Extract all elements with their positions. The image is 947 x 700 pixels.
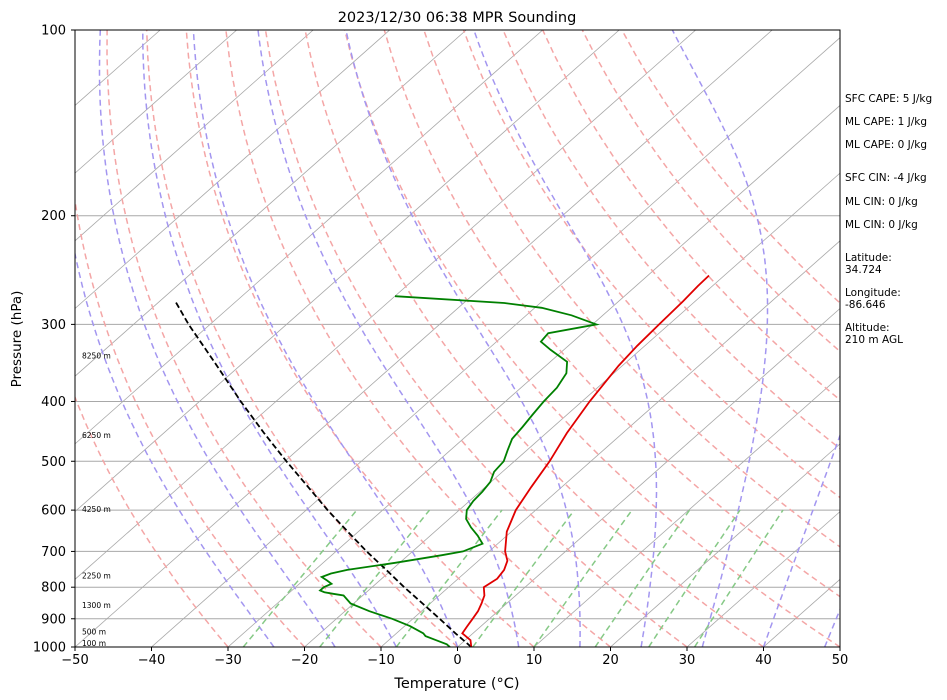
y-tick-label: 900 xyxy=(41,612,66,627)
moist-adiabat xyxy=(762,433,840,647)
ml-cape-text: ML CAPE: 1 J/kg xyxy=(845,116,928,128)
mixing-ratio-line xyxy=(472,509,575,647)
x-tick-label: 0 xyxy=(453,653,461,668)
dry-adiabat xyxy=(423,30,840,548)
latitude-value: 34.724 xyxy=(845,264,882,276)
isotherm-line xyxy=(75,30,773,647)
mixing-ratio-line xyxy=(693,509,784,647)
dry-adiabat xyxy=(462,30,840,499)
mixing-ratio-line xyxy=(594,509,691,647)
isotherm-line xyxy=(75,30,620,513)
mixing-ratio-line xyxy=(395,509,503,647)
x-tick-label: −30 xyxy=(214,653,241,668)
profile-lines xyxy=(174,274,710,647)
y-tick-label: 1000 xyxy=(33,641,66,656)
dry-adiabat xyxy=(145,30,459,647)
isotherm-line xyxy=(75,30,390,310)
x-tick-label: −40 xyxy=(138,653,165,668)
y-axis-label: Pressure (hPa) xyxy=(9,291,25,388)
dry-adiabat xyxy=(264,30,688,647)
latitude-block: Latitude: 34.724 xyxy=(845,252,892,276)
isotherm-line xyxy=(75,30,314,242)
isotherm-line xyxy=(151,37,840,647)
chart-title: 2023/12/30 06:38 MPR Sounding xyxy=(338,10,577,26)
moist-adiabat xyxy=(75,250,275,647)
dry-adiabat xyxy=(225,30,611,647)
y-tick-label: 300 xyxy=(41,318,66,333)
height-label: 4250 m xyxy=(82,505,111,514)
longitude-label: Longitude: xyxy=(845,287,901,299)
mixing-ratio-line xyxy=(648,509,741,647)
isotherm-line xyxy=(75,30,467,377)
moist-adiabat xyxy=(671,30,769,647)
background-lines xyxy=(75,30,840,647)
sfc-cape-text: SFC CAPE: 5 J/kg xyxy=(845,93,933,105)
isotherm-line xyxy=(304,172,840,647)
height-label: 1300 m xyxy=(82,601,111,610)
moist-adiabat xyxy=(98,30,336,647)
height-label: 6250 m xyxy=(82,431,111,440)
y-tick-label: 600 xyxy=(41,504,66,519)
y-tick-label: 400 xyxy=(41,395,66,410)
dry-adiabat xyxy=(185,30,535,647)
dry-adiabat xyxy=(304,30,764,647)
x-tick-label: 30 xyxy=(679,653,696,668)
height-label: 8250 m xyxy=(82,352,111,361)
ml-cape-text-2: ML CAPE: 0 J/kg xyxy=(845,139,928,151)
isotherm-line xyxy=(75,30,696,580)
dewpoint-line xyxy=(318,295,600,647)
dry-adiabat xyxy=(106,30,382,647)
isotherm-line xyxy=(686,511,840,647)
dry-adiabat xyxy=(75,395,229,647)
parcel-path-line xyxy=(174,300,472,647)
altitude-label: Altitude: xyxy=(845,322,890,334)
dry-adiabat xyxy=(75,196,306,647)
height-labels: 100 m 500 m 1300 m 2250 m 4250 m 6250 m 8250 m xyxy=(82,352,111,649)
altitude-value: 210 m AGL xyxy=(845,334,903,346)
ml-cin-text: ML CIN: 0 J/kg xyxy=(845,196,918,208)
height-label: 2250 m xyxy=(82,571,111,580)
isotherm-line xyxy=(380,240,840,647)
moist-adiabat xyxy=(142,30,397,647)
mixing-ratio-line xyxy=(242,509,358,647)
sfc-cin-text: SFC CIN: -4 J/kg xyxy=(845,172,927,184)
axes: −50 −40 −30 −20 −10 0 10 20 30 40 50 100 200 300 400 50… xyxy=(33,24,848,669)
isotherm-line xyxy=(610,443,840,647)
y-tick-label: 500 xyxy=(41,455,66,470)
ml-cin-text-2: ML CIN: 0 J/kg xyxy=(845,219,918,231)
y-tick-label: 800 xyxy=(41,581,66,596)
latitude-label: Latitude: xyxy=(845,252,892,264)
altitude-block: Altitude: 210 m AGL xyxy=(845,322,903,346)
x-tick-label: 50 xyxy=(832,653,849,668)
longitude-block: Longitude: -86.646 xyxy=(845,287,901,311)
isotherm-line xyxy=(227,104,840,647)
plot-frame xyxy=(74,29,841,648)
y-tick-label: 700 xyxy=(41,545,66,560)
moist-adiabat xyxy=(345,30,581,647)
mixing-ratio-line xyxy=(319,509,431,647)
x-tick-label: −20 xyxy=(291,653,318,668)
x-tick-label: 20 xyxy=(602,653,619,668)
x-tick-label: −50 xyxy=(61,653,88,668)
moist-adiabat xyxy=(192,30,459,647)
x-tick-label: −10 xyxy=(367,653,394,668)
isotherm-line xyxy=(75,30,543,445)
isotherm-line xyxy=(75,30,237,174)
x-tick-label: 10 xyxy=(526,653,543,668)
isotherm-line xyxy=(533,375,840,647)
longitude-value: -86.646 xyxy=(845,299,886,311)
temperature-line xyxy=(461,274,710,647)
height-label: 500 m xyxy=(82,628,106,637)
y-tick-label: 100 xyxy=(41,24,66,39)
height-label: 100 m xyxy=(82,639,106,648)
x-tick-label: 40 xyxy=(755,653,772,668)
dry-adiabat xyxy=(383,30,840,598)
mixing-ratio-line xyxy=(533,509,633,647)
y-tick-label: 200 xyxy=(41,209,66,224)
moist-adiabat xyxy=(257,30,520,647)
moist-adiabat xyxy=(473,30,658,647)
dry-adiabat xyxy=(343,30,840,647)
x-axis-label: Temperature (°C) xyxy=(393,676,519,692)
